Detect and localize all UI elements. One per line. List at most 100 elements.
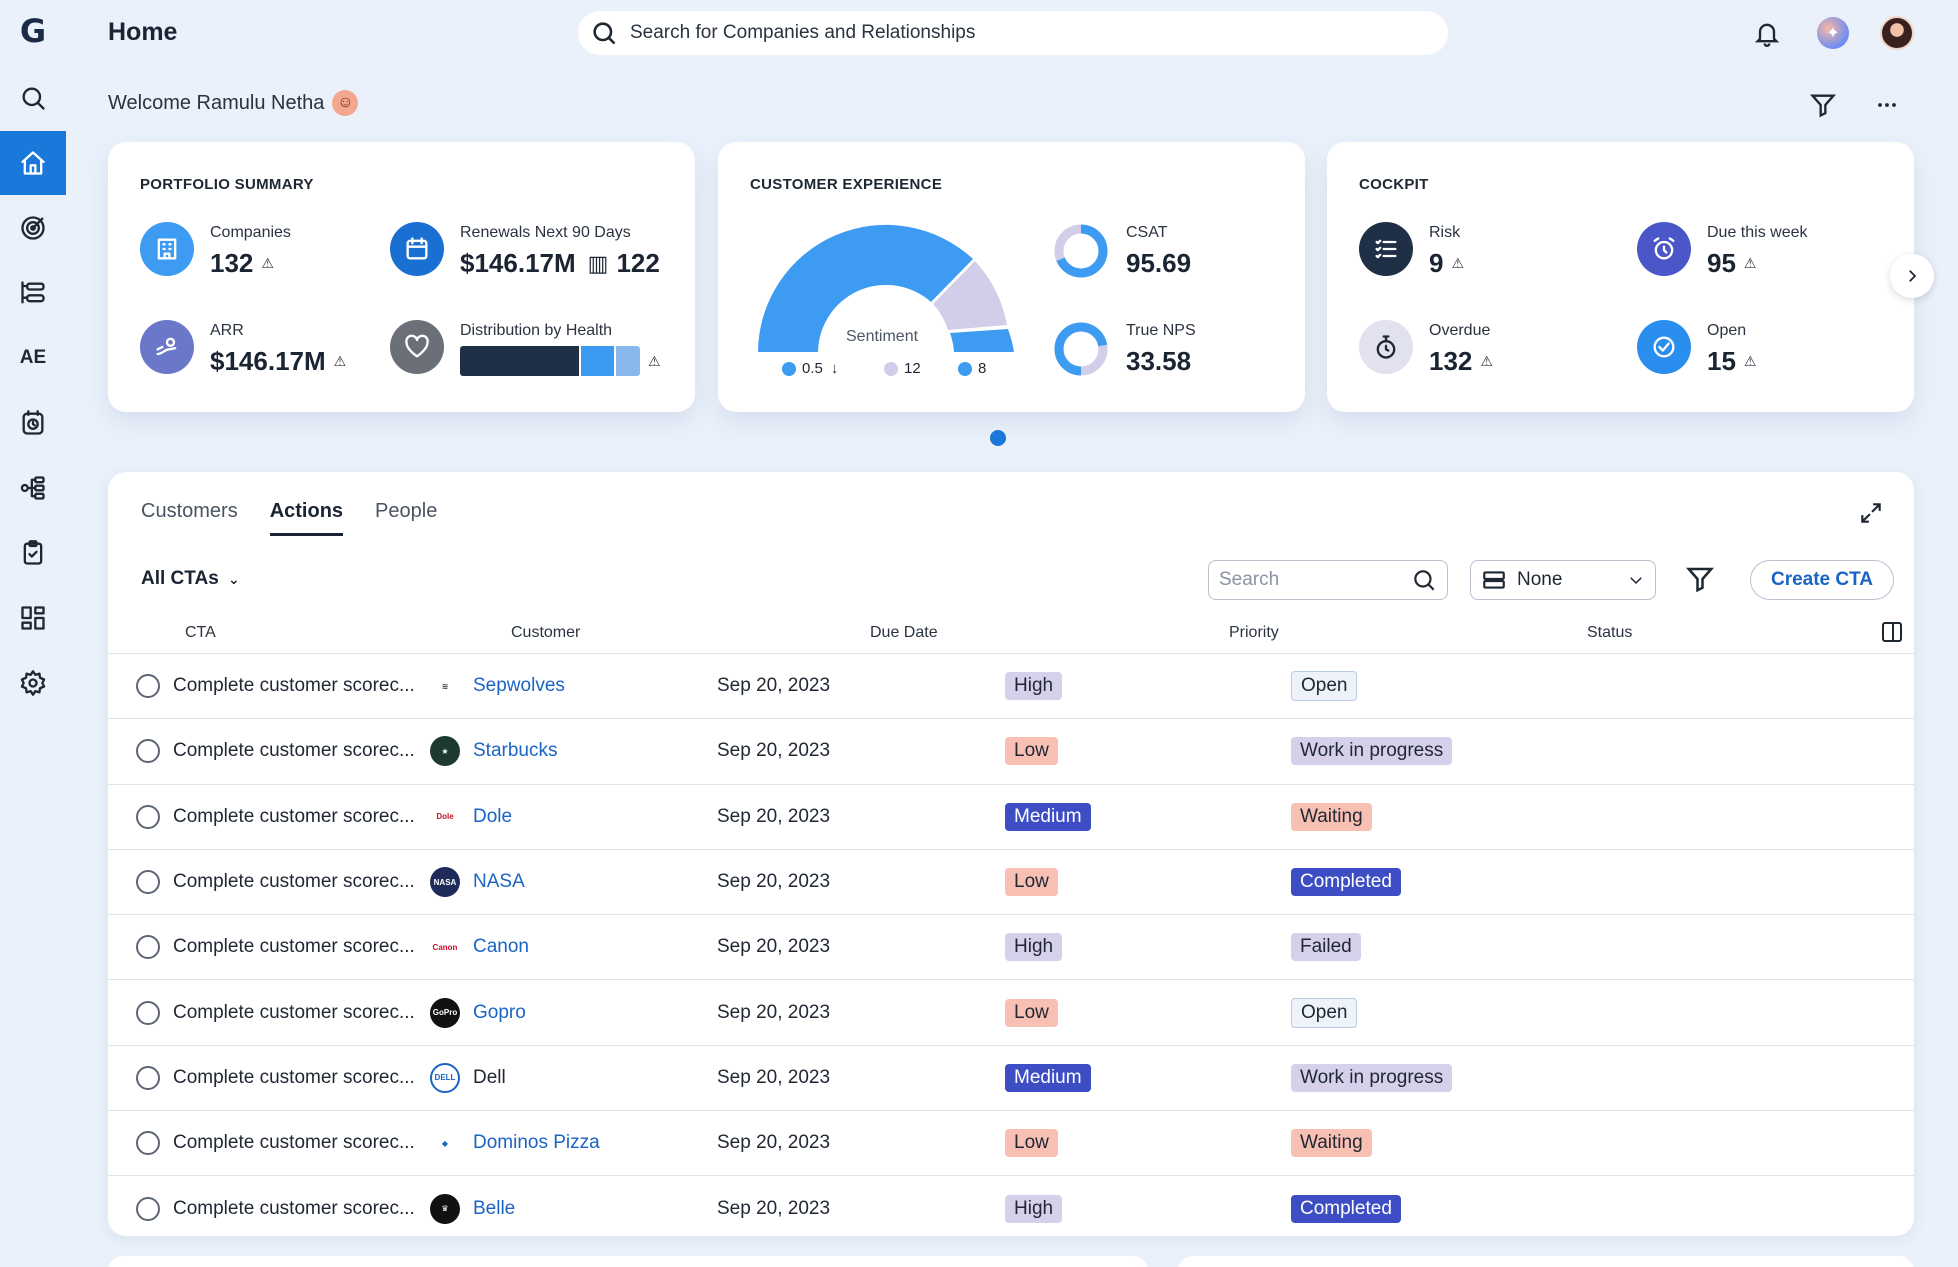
column-header-priority[interactable]: Priority [1229, 624, 1279, 641]
nav-target[interactable] [0, 196, 66, 260]
assistant-button[interactable]: ✦ [1814, 14, 1852, 52]
companies-metric[interactable]: Companies 132 ⚠ [140, 222, 291, 279]
search-icon [593, 22, 616, 45]
metric-label: Open [1707, 322, 1747, 339]
notifications-button[interactable] [1748, 14, 1786, 52]
tab-people[interactable]: People [375, 500, 438, 522]
customer-link[interactable]: Dominos Pizza [473, 1132, 600, 1154]
hierarchy-icon [20, 476, 45, 500]
table-search-input[interactable]: Search [1208, 560, 1448, 600]
nav-ae[interactable]: AE [0, 326, 66, 390]
column-header-cta[interactable]: CTA [185, 624, 216, 641]
nav-timer[interactable] [0, 391, 66, 455]
customer-link[interactable]: Dell [473, 1066, 506, 1088]
metric-value: 9 [1429, 248, 1444, 278]
status-badge[interactable]: Open [1291, 997, 1358, 1028]
group-by-select[interactable]: None [1470, 560, 1656, 600]
tab-customers[interactable]: Customers [141, 500, 238, 522]
cta-filter-dropdown[interactable]: All CTAs ⌄ [141, 568, 240, 590]
row-select-radio[interactable] [136, 1065, 160, 1090]
nav-timeline[interactable] [0, 261, 66, 325]
open-metric[interactable]: Open 15 ⚠ [1637, 320, 1756, 377]
table-row[interactable]: Complete customer scorec... ♛ Belle Sep 20,… [108, 1176, 1914, 1236]
table-row[interactable]: Complete customer scorec... Dole Dole Sep 2… [108, 785, 1914, 850]
cta-name[interactable]: Complete customer scorec... [173, 740, 415, 762]
nav-settings[interactable] [0, 651, 66, 715]
cta-name[interactable]: Complete customer scorec... [173, 1001, 415, 1023]
status-badge[interactable]: Waiting [1291, 1129, 1372, 1158]
table-row[interactable]: Complete customer scorec... NASA NASA Sep 2… [108, 850, 1914, 916]
nps-metric[interactable]: True NPS 33.58 [1052, 320, 1196, 378]
cta-name[interactable]: Complete customer scorec... [173, 1066, 415, 1088]
table-row[interactable]: Complete customer scorec... Canon Canon Sep… [108, 915, 1914, 981]
status-badge[interactable]: Work in progress [1291, 1063, 1453, 1092]
row-select-radio[interactable] [136, 870, 160, 895]
nav-search[interactable] [0, 66, 66, 130]
nav-hierarchy[interactable] [0, 456, 66, 520]
row-select-radio[interactable] [136, 674, 160, 699]
customer-link[interactable]: Belle [473, 1197, 516, 1219]
cta-name[interactable]: Complete customer scorec... [173, 1132, 415, 1154]
customer-link[interactable]: NASA [473, 871, 525, 893]
arr-metric[interactable]: ARR $146.17M ⚠ [140, 320, 346, 377]
welcome-text: Welcome Ramulu Netha [108, 91, 325, 114]
cta-name[interactable]: Complete customer scorec... [173, 1197, 415, 1219]
row-select-radio[interactable] [136, 804, 160, 829]
heart-icon [390, 320, 444, 374]
status-badge[interactable]: Work in progress [1291, 737, 1453, 766]
cta-name[interactable]: Complete customer scorec... [173, 675, 415, 697]
column-settings-icon[interactable] [1882, 622, 1902, 642]
risk-metric[interactable]: Risk 9 ⚠ [1359, 222, 1464, 279]
table-header: CTA Customer Due Date Priority Status [108, 612, 1914, 654]
tab-actions[interactable]: Actions [269, 500, 344, 536]
user-avatar[interactable] [1878, 14, 1916, 52]
row-select-radio[interactable] [136, 1196, 160, 1221]
carousel-page-indicator[interactable] [990, 430, 1006, 446]
status-badge[interactable]: Waiting [1291, 802, 1372, 831]
table-row[interactable]: Complete customer scorec... DELL Dell Sep 2… [108, 1046, 1914, 1112]
nav-dashboard[interactable] [0, 586, 66, 650]
csat-metric[interactable]: CSAT 95.69 [1052, 222, 1191, 280]
health-distribution-metric[interactable]: Distribution by Health ⚠ [390, 320, 661, 376]
header-filter-button[interactable] [1804, 86, 1842, 124]
table-row[interactable]: Complete customer scorec... ★ Starbucks Sep… [108, 719, 1914, 785]
table-filter-button[interactable] [1685, 564, 1715, 599]
cta-name[interactable]: Complete customer scorec... [173, 805, 415, 827]
column-header-customer[interactable]: Customer [511, 624, 581, 641]
rows-icon [1483, 571, 1505, 589]
customer-link[interactable]: Canon [473, 936, 529, 958]
health-distribution-bar[interactable] [460, 346, 640, 376]
row-select-radio[interactable] [136, 1000, 160, 1025]
customer-link[interactable]: Starbucks [473, 740, 558, 762]
nav-clipboard[interactable] [0, 521, 66, 585]
cta-name[interactable]: Complete customer scorec... [173, 871, 415, 893]
row-select-radio[interactable] [136, 935, 160, 960]
renewals-metric[interactable]: Renewals Next 90 Days $146.17M ▥ 122 [390, 222, 660, 279]
cta-name[interactable]: Complete customer scorec... [173, 936, 415, 958]
column-header-due-date[interactable]: Due Date [870, 624, 938, 641]
customer-link[interactable]: Sepwolves [473, 675, 565, 697]
create-cta-button[interactable]: Create CTA [1750, 560, 1894, 600]
column-header-status[interactable]: Status [1587, 624, 1633, 641]
customer-link[interactable]: Gopro [473, 1001, 526, 1023]
due-this-week-metric[interactable]: Due this week 95 ⚠ [1637, 222, 1808, 279]
table-row[interactable]: Complete customer scorec... ≋ Sepwolves Sep… [108, 654, 1914, 720]
sentiment-gauge[interactable] [746, 212, 1026, 382]
status-badge[interactable]: Completed [1291, 868, 1401, 897]
carousel-next-button[interactable] [1890, 254, 1934, 298]
status-badge[interactable]: Open [1291, 671, 1358, 702]
row-select-radio[interactable] [136, 739, 160, 764]
table-row[interactable]: Complete customer scorec... GoPro Gopro Sep… [108, 980, 1914, 1046]
customer-experience-card: CUSTOMER EXPERIENCE Sentiment 0.5 ↓ 12 8… [718, 142, 1305, 412]
status-badge[interactable]: Completed [1291, 1194, 1401, 1223]
global-search-bar[interactable]: Search for Companies and Relationships [578, 11, 1448, 55]
customer-link[interactable]: Dole [473, 805, 513, 827]
app-logo[interactable]: G [19, 12, 47, 50]
status-badge[interactable]: Failed [1291, 933, 1361, 962]
overdue-metric[interactable]: Overdue 132 ⚠ [1359, 320, 1493, 377]
table-row[interactable]: Complete customer scorec... ◆ Dominos Pizz… [108, 1111, 1914, 1177]
more-options-button[interactable] [1868, 86, 1906, 124]
expand-button[interactable] [1858, 500, 1884, 531]
row-select-radio[interactable] [136, 1131, 160, 1156]
nav-home[interactable] [0, 131, 66, 195]
